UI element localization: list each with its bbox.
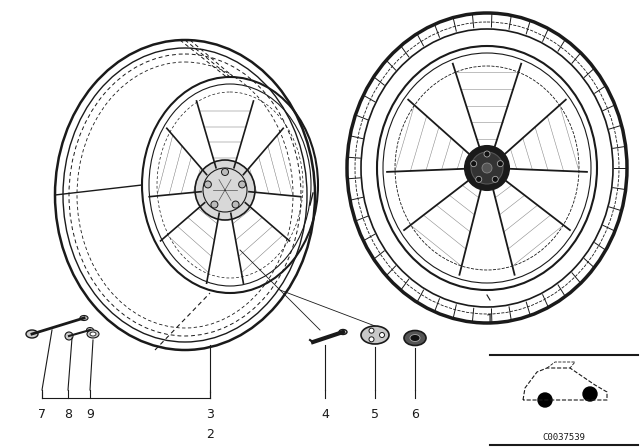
- Circle shape: [204, 181, 211, 188]
- Text: 2: 2: [206, 428, 214, 441]
- Circle shape: [221, 168, 228, 176]
- Circle shape: [484, 151, 490, 157]
- Circle shape: [471, 152, 503, 184]
- Text: C0037539: C0037539: [543, 433, 586, 442]
- Text: 9: 9: [86, 408, 94, 421]
- Ellipse shape: [361, 326, 389, 344]
- Circle shape: [583, 387, 597, 401]
- Circle shape: [482, 163, 492, 173]
- Ellipse shape: [26, 330, 38, 338]
- Text: 3: 3: [206, 408, 214, 421]
- Circle shape: [369, 337, 374, 342]
- Ellipse shape: [87, 330, 99, 338]
- Text: 5: 5: [371, 408, 379, 421]
- Circle shape: [497, 161, 503, 167]
- Ellipse shape: [195, 160, 255, 220]
- Circle shape: [492, 177, 498, 182]
- Circle shape: [211, 201, 218, 208]
- Circle shape: [476, 177, 482, 182]
- Text: 7: 7: [38, 408, 46, 421]
- Text: 8: 8: [64, 408, 72, 421]
- Text: 1: 1: [486, 313, 494, 326]
- Circle shape: [369, 328, 374, 333]
- Circle shape: [239, 181, 246, 188]
- Text: 4: 4: [321, 408, 329, 421]
- Circle shape: [465, 146, 509, 190]
- Ellipse shape: [377, 46, 597, 290]
- Ellipse shape: [404, 331, 426, 345]
- Circle shape: [232, 201, 239, 208]
- Ellipse shape: [86, 327, 93, 332]
- Ellipse shape: [410, 335, 420, 341]
- Ellipse shape: [90, 332, 96, 336]
- Ellipse shape: [339, 329, 347, 335]
- Circle shape: [65, 332, 73, 340]
- Text: 6: 6: [411, 408, 419, 421]
- Circle shape: [538, 393, 552, 407]
- Circle shape: [470, 161, 477, 167]
- Ellipse shape: [80, 315, 88, 320]
- Circle shape: [380, 332, 385, 337]
